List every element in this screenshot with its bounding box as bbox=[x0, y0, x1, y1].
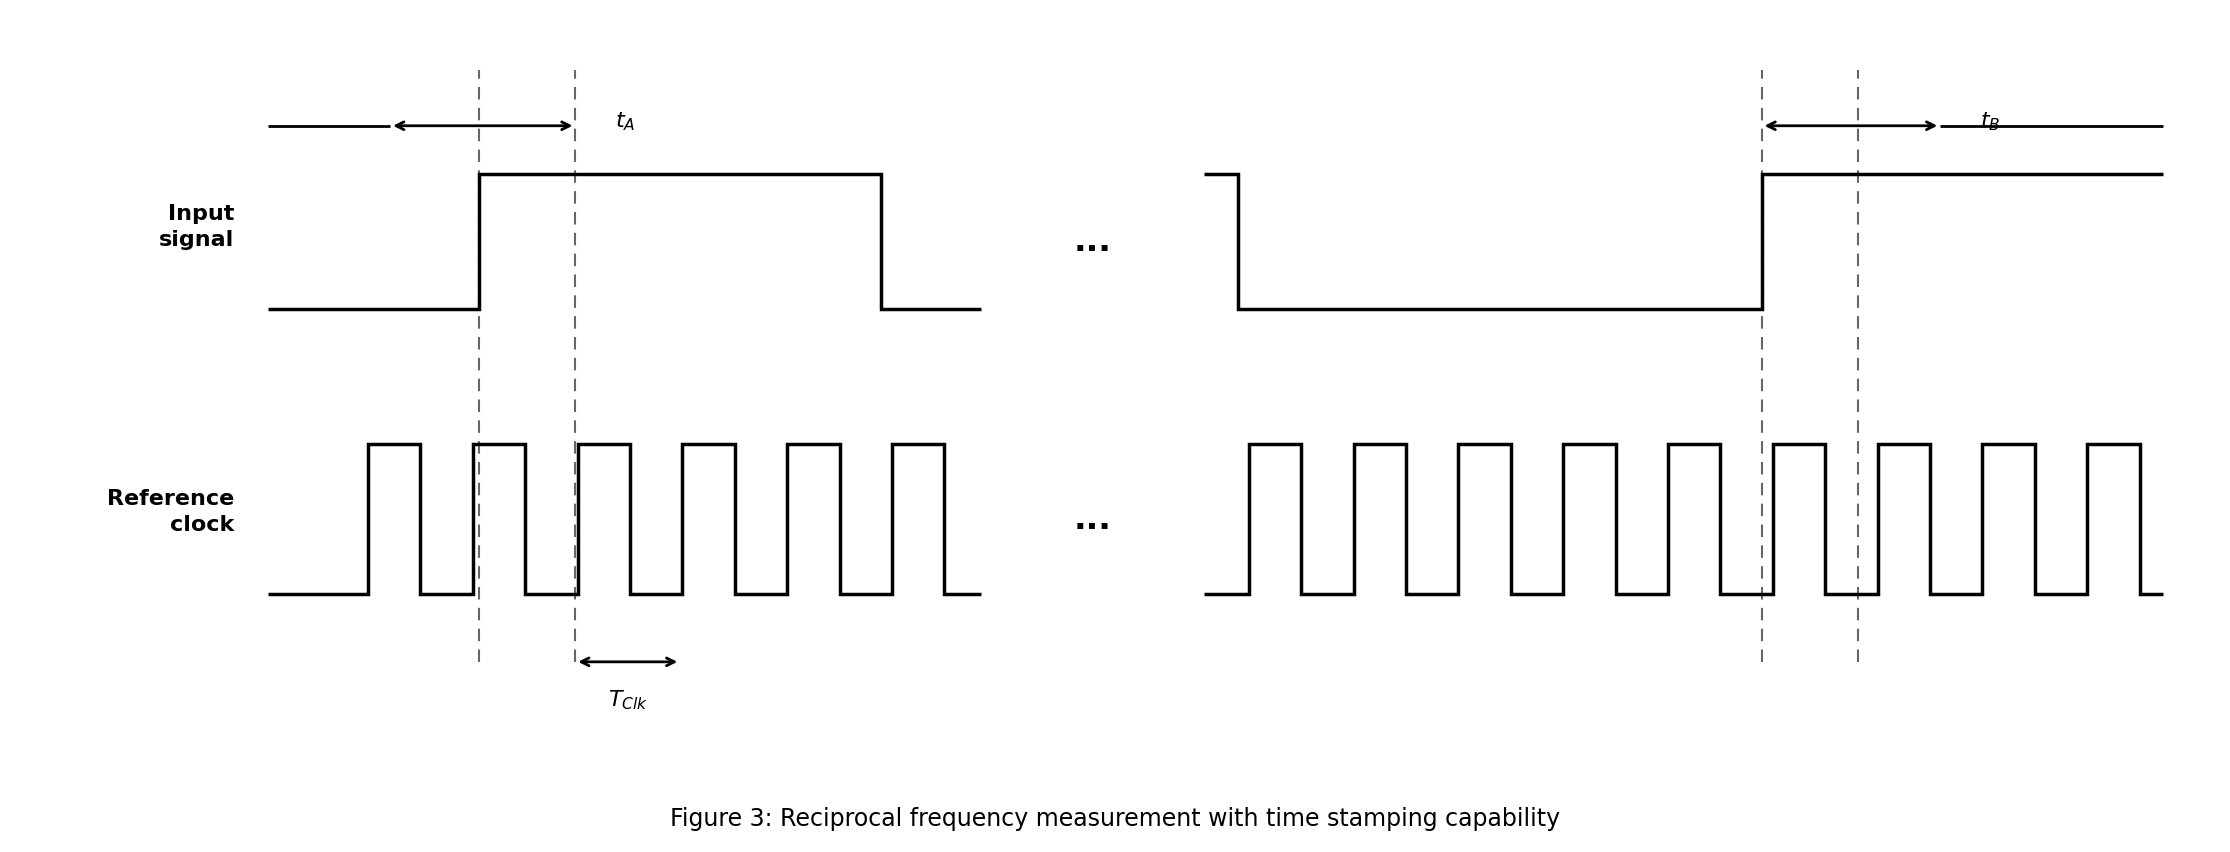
Text: ...: ... bbox=[1075, 503, 1111, 536]
Text: $T_{Clk}$: $T_{Clk}$ bbox=[607, 688, 649, 711]
Text: Figure 3: Reciprocal frequency measurement with time stamping capability: Figure 3: Reciprocal frequency measureme… bbox=[669, 807, 1561, 831]
Text: Reference
clock: Reference clock bbox=[107, 489, 234, 535]
Text: $t_A$: $t_A$ bbox=[615, 111, 636, 133]
Text: Input
signal: Input signal bbox=[158, 204, 234, 250]
Text: ...: ... bbox=[1075, 226, 1111, 258]
Text: $t_B$: $t_B$ bbox=[1980, 111, 2000, 133]
